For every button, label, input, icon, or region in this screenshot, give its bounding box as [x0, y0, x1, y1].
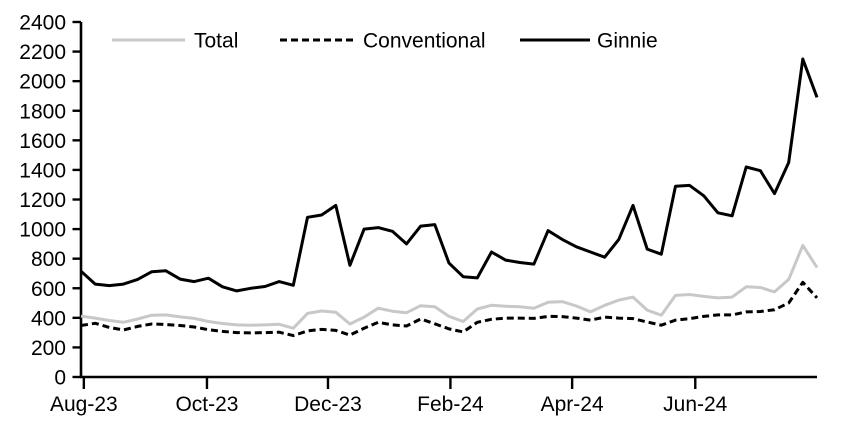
legend-label-total: Total: [194, 30, 238, 53]
y-axis-label: 1000: [19, 219, 66, 242]
x-axis-label: Apr-24: [541, 393, 604, 416]
y-axis-label: 200: [31, 337, 66, 360]
y-axis-label: 0: [54, 367, 66, 390]
y-axis-label: 2400: [19, 12, 66, 35]
y-axis-label: 600: [31, 278, 66, 301]
x-axis-label: Oct-23: [175, 393, 238, 416]
series-line-conventional: [80, 280, 819, 338]
y-axis-label: 1800: [19, 100, 66, 123]
y-axis-label: 1600: [19, 130, 66, 153]
legend-label-conventional: Conventional: [363, 30, 486, 53]
y-axis-label: 1400: [19, 159, 66, 182]
y-axis-label: 2000: [19, 71, 66, 94]
x-axis-label: Feb-24: [417, 393, 484, 416]
y-axis-label: 2200: [19, 41, 66, 64]
y-axis-label: 800: [31, 248, 66, 271]
y-axis-label: 400: [31, 307, 66, 330]
y-axis-label: 1200: [19, 189, 66, 212]
x-axis-label: Jun-24: [663, 393, 728, 416]
legend-label-ginnie: Ginnie: [597, 30, 658, 53]
x-axis-label: Dec-23: [294, 393, 362, 416]
series-line-total: [80, 243, 819, 330]
x-axis-label: Aug-23: [50, 393, 118, 416]
series-line-ginnie: [79, 57, 819, 293]
